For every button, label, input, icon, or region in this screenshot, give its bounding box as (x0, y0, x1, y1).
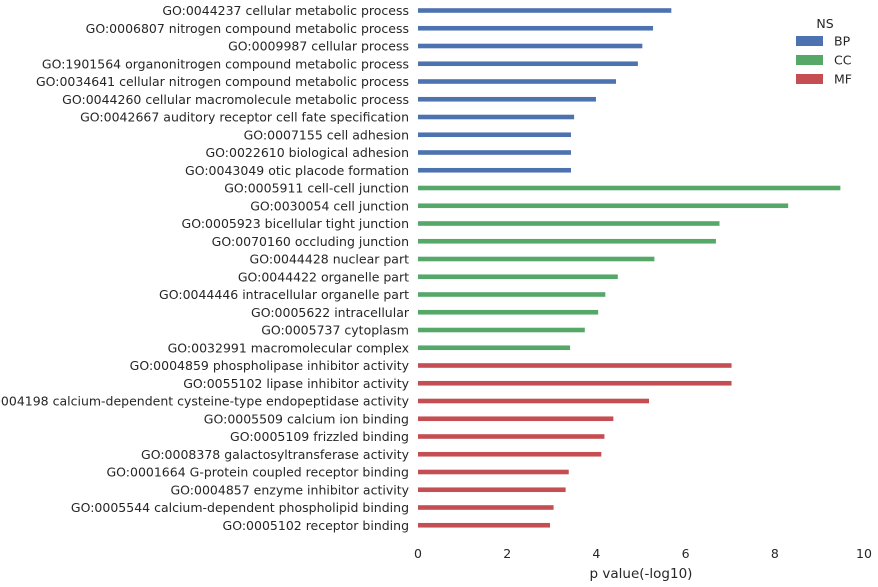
bar (418, 345, 571, 351)
bar (418, 327, 585, 333)
bar (418, 505, 554, 510)
bar (418, 203, 789, 209)
category-label: GO:0005544 calcium-dependent phospholipi… (71, 500, 409, 515)
bar (418, 416, 614, 422)
bar (418, 25, 654, 31)
bar (418, 8, 672, 13)
category-label: GO:0055102 lipase inhibitor activity (183, 376, 409, 391)
legend-swatch (796, 55, 823, 65)
category-label: GO:0044428 nuclear part (250, 252, 410, 267)
bar (418, 451, 602, 457)
bar (418, 61, 638, 67)
bar (418, 43, 643, 49)
category-label: GO:0043049 otic placode formation (185, 163, 409, 178)
x-tick-label: 6 (682, 546, 690, 561)
category-label: GO:0070160 occluding junction (212, 234, 409, 249)
bar (418, 79, 617, 84)
bar (418, 274, 618, 280)
bar (418, 221, 720, 226)
category-label: GO:0004859 phospholipase inhibitor activ… (130, 358, 410, 373)
bar (418, 132, 571, 138)
bar (418, 167, 571, 173)
category-label: GO:0044237 cellular metabolic process (162, 3, 409, 18)
bar (418, 114, 575, 120)
bar (418, 238, 716, 244)
x-tick-label: 2 (503, 546, 511, 561)
bar (418, 309, 599, 315)
bar (418, 487, 566, 493)
legend-label: CC (834, 53, 852, 68)
legend-swatch (796, 74, 823, 84)
bar (418, 96, 596, 102)
x-axis-ticks: 0 2 4 6 8 10 (414, 546, 872, 561)
category-label: GO:0004857 enzyme inhibitor activity (170, 482, 409, 497)
bars-layer (418, 8, 841, 528)
category-label: GO:0044422 organelle part (238, 269, 409, 284)
legend: NS BP CC MF (796, 16, 852, 87)
category-label: GO:0005109 frizzled binding (230, 429, 409, 444)
category-label: GO:0044260 cellular macromolecule metabo… (62, 92, 409, 107)
category-label: GO:0005102 receptor binding (223, 518, 409, 533)
category-labels: GO:0044237 cellular metabolic process GO:… (0, 3, 410, 533)
bar (418, 185, 841, 191)
category-label: GO:0044446 intracellular organelle part (159, 287, 409, 302)
bar (418, 522, 551, 528)
category-label: GO:0006807 nitrogen compound metabolic p… (86, 21, 409, 36)
x-tick-label: 8 (771, 546, 779, 561)
bar (418, 398, 650, 404)
x-tick-label: 4 (592, 546, 600, 561)
bar (418, 256, 655, 262)
category-label: GO:0005622 intracellular (251, 305, 410, 320)
category-label: GO:0005737 cytoplasm (261, 323, 409, 338)
bar (418, 380, 732, 386)
category-label: GO:0005509 calcium ion binding (204, 411, 409, 426)
category-label: GO:0004198 calcium-dependent cysteine-ty… (0, 394, 410, 409)
category-label: GO:0042667 auditory receptor cell fate s… (80, 110, 409, 125)
legend-title: NS (816, 16, 833, 31)
bar (418, 292, 606, 297)
category-label: GO:1901564 organonitrogen compound metab… (42, 56, 409, 71)
category-label: GO:0001664 G-protein coupled receptor bi… (106, 465, 409, 480)
legend-swatch (796, 36, 823, 46)
x-tick-label: 10 (856, 546, 872, 561)
bar (418, 469, 569, 475)
bar (418, 150, 571, 155)
category-label: GO:0005923 bicellular tight junction (182, 216, 409, 231)
category-label: GO:0007155 cell adhesion (244, 127, 409, 142)
category-label: GO:0030054 cell junction (250, 198, 409, 213)
legend-items: BP CC MF (796, 34, 852, 87)
category-label: GO:0032991 macromolecular complex (168, 340, 409, 355)
category-label: GO:0008378 galactosyltransferase activit… (141, 447, 410, 462)
x-tick-label: 0 (414, 546, 422, 561)
x-axis-title: p value(-log10) (590, 566, 693, 582)
category-label: GO:0022610 biological adhesion (206, 145, 410, 160)
category-label: GO:0034641 cellular nitrogen compound me… (36, 74, 409, 89)
bar (418, 363, 732, 368)
legend-label: BP (834, 34, 851, 49)
category-label: GO:0009987 cellular process (228, 39, 409, 54)
bar (418, 434, 605, 439)
legend-label: MF (834, 72, 852, 87)
category-label: GO:0005911 cell-cell junction (224, 181, 409, 196)
